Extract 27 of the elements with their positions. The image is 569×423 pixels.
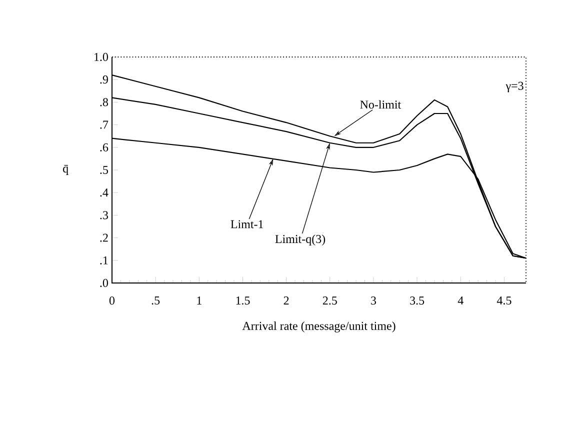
- x-tick-label: 0: [109, 296, 115, 305]
- y-tick-label: .9: [100, 76, 108, 84]
- y-tick-label: .1: [100, 256, 108, 264]
- x-tick-label: 1.5: [236, 296, 250, 305]
- x-tick-label: 4: [458, 296, 464, 304]
- annotation: No-limit: [360, 100, 402, 109]
- y-axis-title: q̄: [63, 165, 68, 175]
- y-tick-label: .5: [100, 166, 108, 174]
- annotation: γ=3: [506, 82, 524, 92]
- annotation: Limt-1: [230, 220, 264, 228]
- x-tick-label: 2.5: [322, 296, 337, 305]
- annotation: Limit-q(3): [275, 234, 326, 246]
- x-axis-title: Arrival rate (message/unit time): [242, 322, 396, 332]
- y-tick-label: .2: [100, 234, 108, 242]
- x-tick-label: 3.5: [410, 296, 424, 305]
- y-tick-label: .3: [100, 211, 108, 220]
- x-tick-label: 2: [284, 296, 289, 304]
- x-tick-label: 1: [197, 296, 202, 304]
- y-tick-label: .8: [100, 98, 108, 106]
- x-tick-label: 3: [371, 296, 376, 305]
- y-tick-label: .7: [100, 120, 108, 129]
- y-tick-label: .0: [100, 278, 108, 288]
- y-tick-label: 1.0: [94, 52, 108, 62]
- x-tick-label: 4.5: [496, 296, 512, 305]
- y-tick-label: .6: [100, 143, 108, 152]
- y-tick-label: .4: [100, 188, 108, 197]
- x-tick-label: .5: [152, 296, 160, 305]
